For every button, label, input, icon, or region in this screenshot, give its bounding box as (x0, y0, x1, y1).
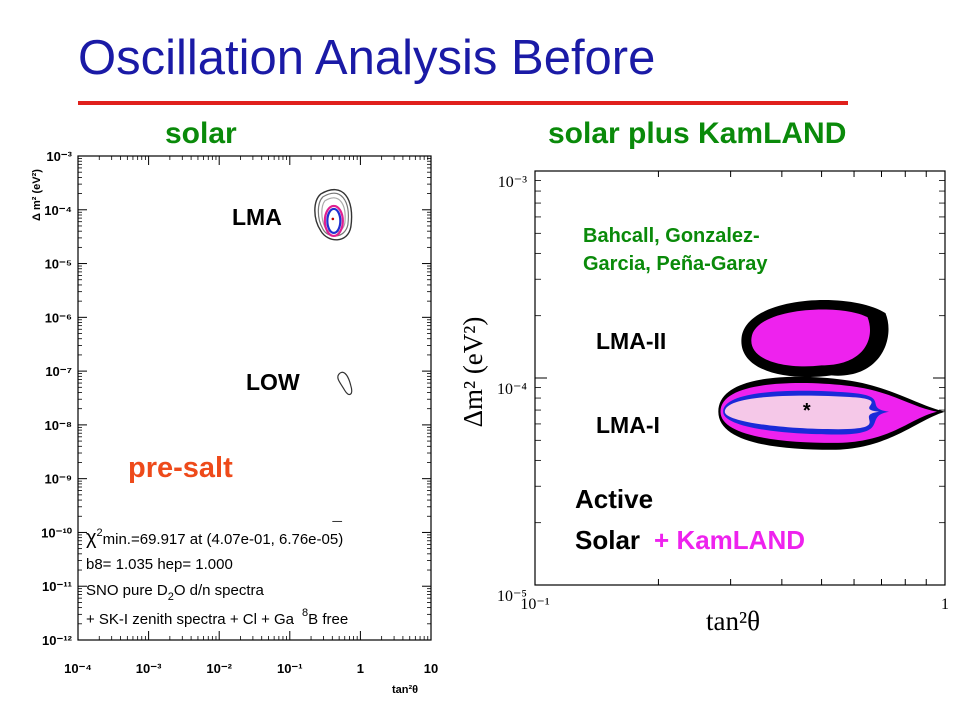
low-contour (337, 371, 353, 396)
left-y-tick-label: 10⁻³ (46, 149, 72, 164)
left-contours (314, 188, 353, 522)
fit-line-3-sub: 2 (168, 591, 174, 603)
right-y-tick-label: 10⁻⁵ (497, 588, 527, 605)
left-y-tick-label: 10⁻⁵ (45, 257, 72, 272)
ylabel-text: Δ m² (eV²) (31, 169, 43, 221)
low-label: LOW (246, 369, 300, 395)
lma-contour-blue (326, 207, 342, 235)
svg-text:χ2min.=69.917 at (4.07e-01, 6.: χ2min.=69.917 at (4.07e-01, 6.76e-05) (86, 527, 343, 549)
lma1-label: LMA-I (596, 412, 660, 438)
chi-superscript: 2 (97, 527, 103, 539)
fit-line-1: min.=69.917 at (4.07e-01, 6.76e-05) (103, 531, 344, 548)
left-x-tick-label: 10⁻² (206, 661, 232, 676)
presalt-label: pre-salt (128, 452, 233, 484)
left-best-fit-point (331, 217, 335, 221)
fit-line-3b: O d/n spectra (174, 582, 265, 599)
right-panel-heading: solar plus KamLAND (548, 117, 847, 150)
authors-line-2: Garcia, Peña-Garay (583, 253, 768, 275)
left-y-tick-label: 10⁻⁶ (45, 310, 72, 325)
fit-line-2: b8= 1.035 hep= 1.000 (86, 556, 233, 573)
left-y-tick-label: 10⁻⁴ (44, 203, 72, 218)
legend-kamland: + KamLAND (654, 525, 805, 555)
left-x-tick-label: 10⁻³ (136, 661, 162, 676)
left-y-tick-label: 10⁻¹¹ (42, 579, 72, 594)
left-chart: 10⁻⁴ 10⁻³ 10⁻² 10⁻¹ 1 10 10⁻³ 10⁻⁴ 10⁻⁵ 10⁻⁶ 10⁻⁷ 1… (31, 149, 438, 696)
right-y-tick-label: 10⁻³ (498, 174, 527, 191)
left-axis-ticks: 10⁻⁴ 10⁻³ 10⁻² 10⁻¹ 1 10 10⁻³ 10⁻⁴ 10⁻⁵ 10⁻⁶ 10⁻⁷ 1… (41, 149, 438, 676)
lma2-label: LMA-II (596, 328, 666, 354)
left-x-tick-label: 1 (357, 661, 364, 676)
left-y-tick-label: 10⁻⁷ (45, 364, 72, 379)
left-y-tick-label: 10⁻¹⁰ (41, 525, 73, 540)
chi-symbol: χ (86, 527, 97, 549)
svg-text:SNO pure D2O d/n spectra: SNO pure D2O d/n spectra (86, 582, 265, 603)
lma-contour-outer (314, 188, 353, 241)
left-x-tick-label: 10⁻¹ (277, 661, 303, 676)
fit-line-4-sup: 8 (302, 607, 308, 619)
slide-title: Oscillation Analysis Before (78, 31, 656, 85)
right-y-axis-label: Δm² (eV²) (458, 317, 488, 428)
lma2-region-magenta (751, 309, 871, 367)
lma-neck-black (773, 371, 844, 374)
svg-text:+ SK-I zenith spectra + Cl + G: + SK-I zenith spectra + Cl + Ga 8B free (86, 607, 348, 628)
title-underline (78, 101, 848, 105)
legend-active: Active (575, 484, 653, 514)
left-x-axis-label: tan²θ (392, 684, 418, 696)
lma1-region-pink (724, 395, 879, 430)
legend-solar: Solar (575, 525, 640, 555)
right-contours: * (718, 300, 945, 450)
svg-text:Solar+ KamLAND: Solar + KamLAND (575, 525, 805, 555)
left-x-tick-label: 10 (424, 661, 438, 676)
right-x-tick-label: 10⁻¹ (520, 596, 549, 613)
left-y-tick-label: 10⁻¹² (42, 633, 73, 648)
left-y-tick-label: 10⁻⁹ (45, 472, 73, 487)
fit-info-block: χ2min.=69.917 at (4.07e-01, 6.76e-05) b8… (86, 527, 348, 628)
fit-line-3a: SNO pure D (86, 582, 168, 599)
fit-line-4b: B free (308, 611, 348, 628)
right-plot-frame (534, 170, 946, 586)
left-panel-heading: solar (165, 117, 237, 150)
authors-line-1: Bahcall, Gonzalez- (583, 225, 760, 247)
lma-contour-pink (323, 204, 344, 238)
lma-label: LMA (232, 204, 282, 230)
left-y-tick-label: 10⁻⁸ (45, 418, 72, 433)
left-x-tick-label: 10⁻⁴ (64, 661, 92, 676)
right-x-axis-label: tan²θ (706, 606, 760, 636)
right-y-tick-label: 10⁻⁴ (497, 381, 527, 398)
right-x-tick-label: 1 (941, 596, 949, 613)
right-axis-ticks: 10⁻¹ 1 10⁻⁵ 10⁻⁴ 10⁻³ (497, 170, 949, 613)
fit-line-4a: + SK-I zenith spectra + Cl + Ga (86, 611, 295, 628)
left-plot-frame (77, 155, 432, 641)
left-y-axis-label: Δ m² (eV²) (31, 169, 43, 221)
right-best-fit-marker: * (803, 400, 811, 422)
right-chart: 10⁻¹ 1 10⁻⁵ 10⁻⁴ 10⁻³ * Δm² (eV²) tan²θ Bahc… (458, 170, 949, 636)
